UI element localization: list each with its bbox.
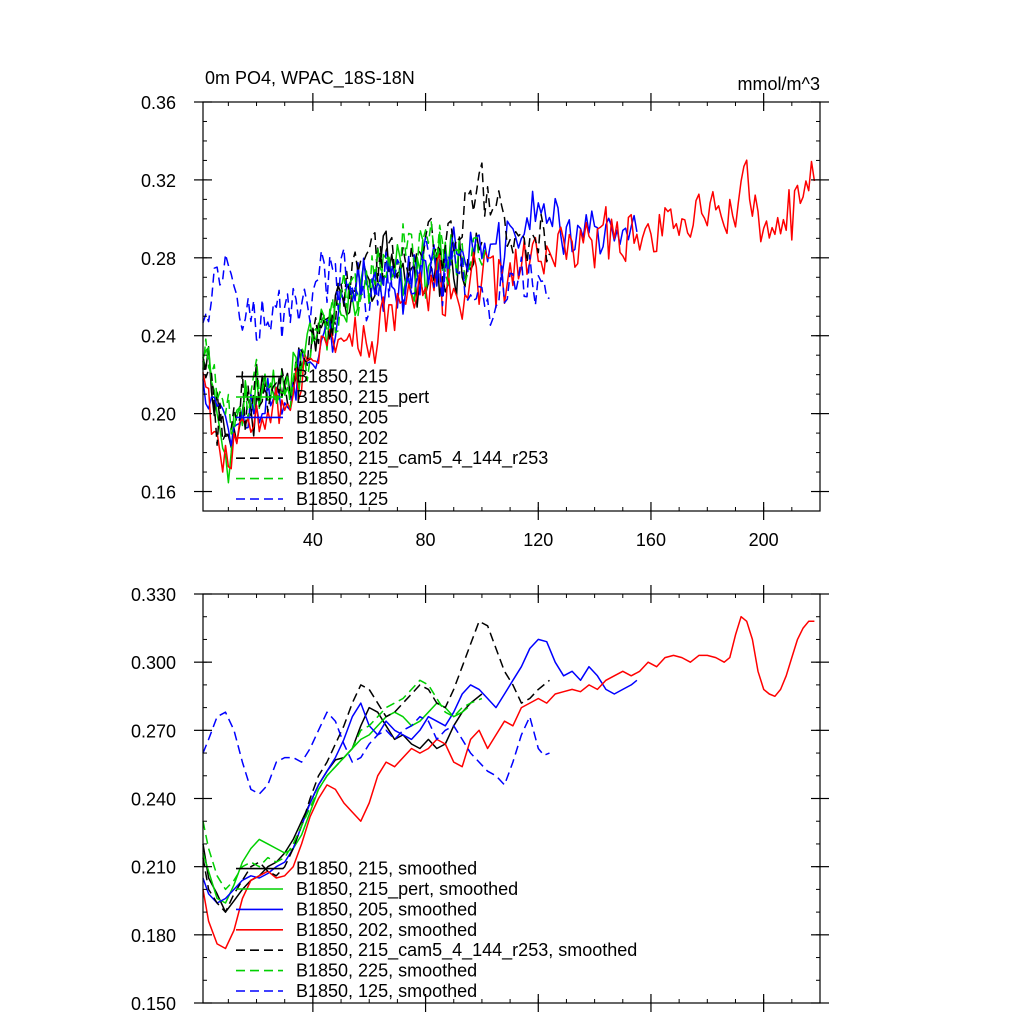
top-legend-label-6: B1850, 225 — [296, 469, 388, 489]
bottom-panel: 0.150 0.180 0.210 0.240 0.270 0.300 0.330 B185… — [131, 585, 829, 1014]
top-panel-title: 0m PO4, WPAC_18S-18N — [205, 68, 415, 89]
top-series-line-6 — [202, 221, 489, 435]
bot-y-tick-label: 0.150 — [131, 994, 176, 1014]
top-legend-label-4: B1850, 202 — [296, 428, 388, 448]
bot-legend-label-2: B1850, 215_pert, smoothed — [296, 879, 518, 900]
bot-legend-label-3: B1850, 205, smoothed — [296, 899, 477, 919]
top-x-tick-label: 40 — [303, 530, 323, 550]
top-panel-units: mmol/m^3 — [738, 74, 820, 94]
bottom-axes-group: 0.150 0.180 0.210 0.240 0.270 0.300 0.330 — [131, 585, 829, 1014]
bot-y-tick-label: 0.330 — [131, 585, 176, 605]
bot-series-line-6 — [202, 679, 483, 891]
bot-legend-label-6: B1850, 225, smoothed — [296, 961, 477, 981]
bot-y-tick-label: 0.240 — [131, 790, 176, 810]
top-legend-label-2: B1850, 215_pert — [296, 387, 429, 408]
top-series-line-4 — [202, 159, 816, 473]
bot-legend-label-1: B1850, 215, smoothed — [296, 859, 477, 879]
top-y-tick-label: 0.16 — [141, 483, 176, 503]
bot-series-line-5 — [202, 620, 550, 913]
top-x-tick-label: 160 — [636, 530, 666, 550]
top-series-group — [202, 159, 816, 484]
top-y-tick-label: 0.28 — [141, 249, 176, 269]
top-y-tick-label: 0.32 — [141, 171, 176, 191]
bot-series-line-7 — [202, 711, 550, 795]
top-plot-frame — [202, 101, 821, 512]
bot-legend-label-4: B1850, 202, smoothed — [296, 920, 477, 940]
top-x-tick-label: 80 — [416, 530, 436, 550]
top-x-tick-label: 120 — [523, 530, 553, 550]
top-axes-group: 40 80 120 160 200 0.16 0.20 0.24 0.28 0.32 0.36 — [141, 93, 829, 550]
bottom-plot-frame — [202, 593, 821, 1004]
bot-y-tick-label: 0.300 — [131, 653, 176, 673]
bot-y-tick-label: 0.270 — [131, 721, 176, 741]
top-y-tick-label: 0.24 — [141, 327, 176, 347]
top-y-tick-label: 0.36 — [141, 93, 176, 113]
bot-y-tick-label: 0.180 — [131, 926, 176, 946]
bot-legend-label-7: B1850, 125, smoothed — [296, 981, 477, 1001]
top-x-tick-label: 200 — [749, 530, 779, 550]
top-series-line-5 — [202, 162, 551, 446]
top-legend-label-7: B1850, 125 — [296, 489, 388, 509]
top-legend-label-5: B1850, 215_cam5_4_144_r253 — [296, 448, 548, 469]
top-legend-label-1: B1850, 215 — [296, 367, 388, 387]
bot-series-line-4 — [202, 615, 815, 950]
top-y-tick-label: 0.20 — [141, 405, 176, 425]
top-series-line-7 — [202, 235, 550, 343]
top-panel: 0m PO4, WPAC_18S-18N mmol/m^3 40 80 120 160… — [141, 68, 829, 550]
bot-y-tick-label: 0.210 — [131, 858, 176, 878]
top-legend-label-3: B1850, 205 — [296, 407, 388, 427]
bot-legend-label-5: B1850, 215_cam5_4_144_r253, smoothed — [296, 940, 637, 961]
